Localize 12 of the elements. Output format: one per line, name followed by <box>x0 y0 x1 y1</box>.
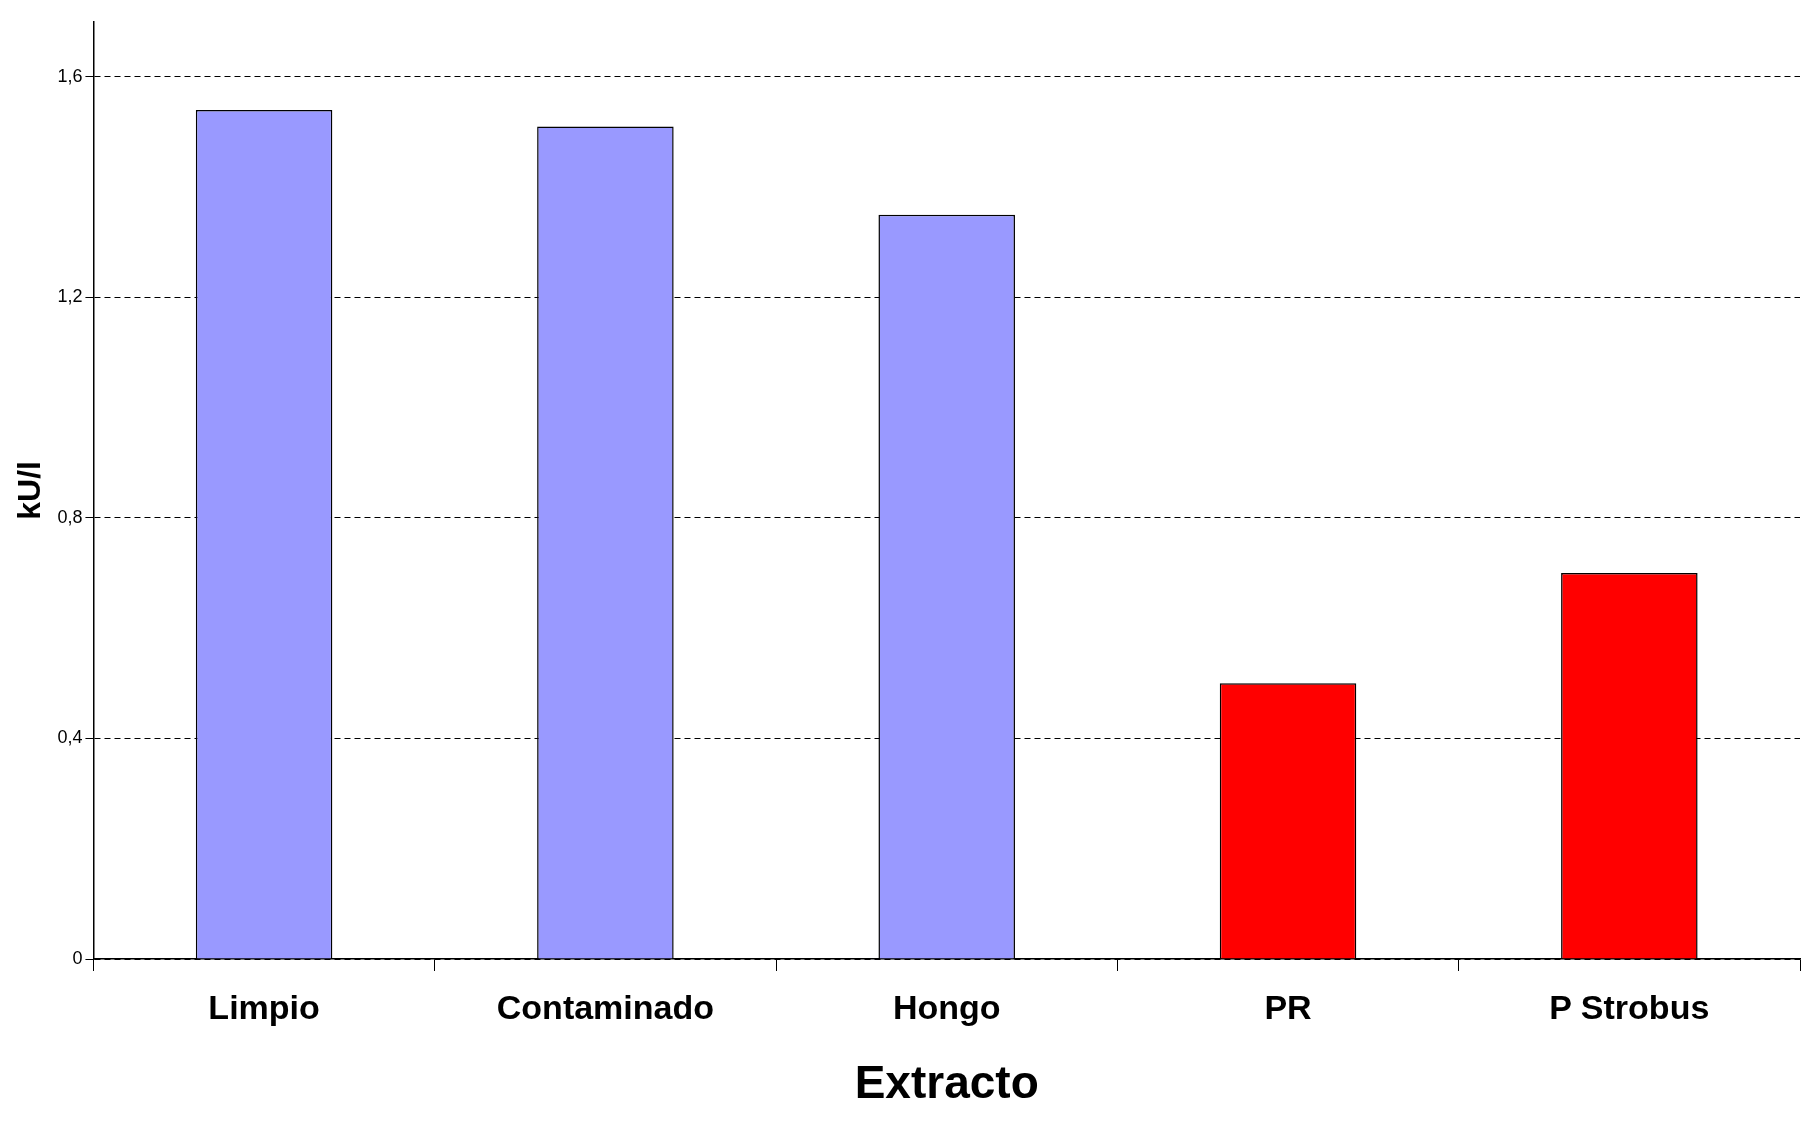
y-tick-label: 1,2 <box>57 286 83 307</box>
x-tick-label: Hongo <box>892 987 1001 1026</box>
y-axis-title: kU/l <box>11 461 48 520</box>
x-tick-label: Contaminado <box>496 987 715 1026</box>
x-tick-label: PR <box>1264 987 1312 1026</box>
x-tick-label: P Strobus <box>1549 987 1710 1026</box>
y-tick-label: 0,8 <box>57 506 83 527</box>
x-tick-label: Limpio <box>208 987 320 1026</box>
y-tick-label: 1,6 <box>57 65 83 86</box>
y-tick-label: 0 <box>72 947 83 968</box>
y-tick-label: 0,4 <box>57 727 83 748</box>
x-axis-title: Extracto <box>854 1056 1039 1109</box>
